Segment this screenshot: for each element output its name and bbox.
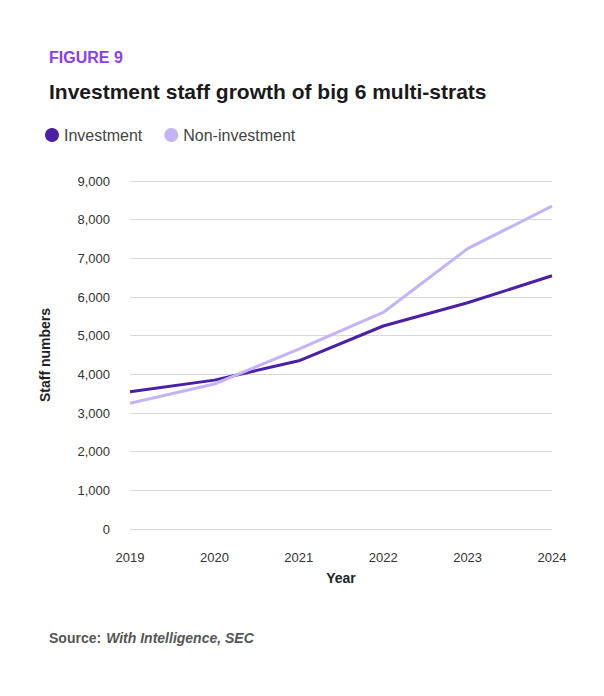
svg-text:6,000: 6,000 [77,290,110,305]
svg-text:Investment staff growth of big: Investment staff growth of big 6 multi-s… [49,80,487,103]
svg-text:2,000: 2,000 [77,444,110,459]
svg-text:5,000: 5,000 [77,328,110,343]
svg-text:Investment: Investment [64,127,143,144]
svg-text:Source:: Source: [49,630,101,646]
svg-text:4,000: 4,000 [77,367,110,382]
svg-text:Year: Year [326,570,356,586]
svg-text:2021: 2021 [284,550,313,565]
svg-text:3,000: 3,000 [77,406,110,421]
svg-text:2022: 2022 [369,550,398,565]
svg-text:2023: 2023 [453,550,482,565]
svg-text:9,000: 9,000 [77,174,110,189]
svg-text:0: 0 [103,522,110,537]
svg-text:Non-investment: Non-investment [183,127,296,144]
svg-text:With Intelligence, SEC: With Intelligence, SEC [106,630,255,646]
svg-text:7,000: 7,000 [77,251,110,266]
svg-text:2024: 2024 [538,550,567,565]
svg-text:2020: 2020 [200,550,229,565]
svg-text:FIGURE 9: FIGURE 9 [49,49,123,66]
svg-text:Staff numbers: Staff numbers [37,308,53,402]
svg-text:8,000: 8,000 [77,212,110,227]
svg-text:2019: 2019 [116,550,145,565]
svg-text:1,000: 1,000 [77,483,110,498]
